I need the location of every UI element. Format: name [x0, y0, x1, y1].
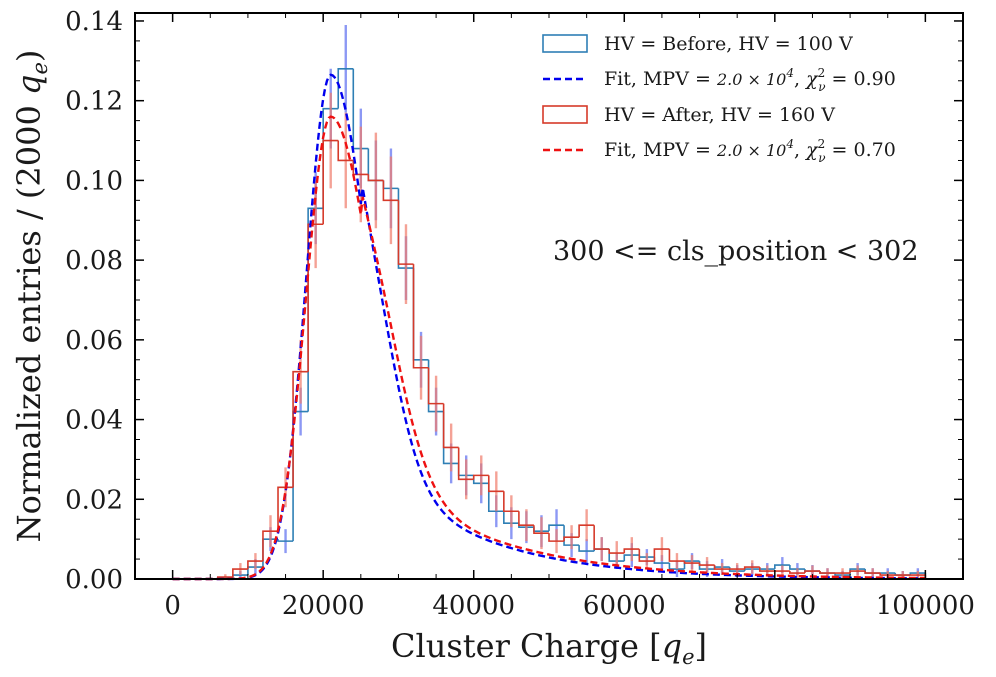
x-tick-label: 80000 — [733, 591, 816, 621]
legend-label-before: HV = Before, HV = 100 V — [604, 33, 853, 55]
fit-curve-after — [172, 115, 926, 581]
y-tick-label: 0.06 — [65, 326, 123, 356]
y-axis-label-var: q — [10, 75, 48, 95]
x-axis-label-main: Cluster Charge [ — [391, 627, 662, 665]
legend-swatch-after — [542, 105, 588, 124]
legend-label-fit-after: Fit, MPV = 2.0 × 104, χ2 ν = 0.70 — [604, 137, 896, 165]
x-tick-label: 100000 — [876, 591, 975, 621]
y-tick-label: 0.00 — [65, 565, 123, 595]
y-tick-label: 0.04 — [65, 406, 123, 436]
position-annotation: 300 <= cls_position < 302 — [553, 236, 919, 267]
plot-area — [172, 24, 927, 581]
legend-label-after: HV = After, HV = 160 V — [604, 104, 835, 126]
x-tick-label: 20000 — [282, 591, 365, 621]
y-tick-label: 0.08 — [65, 246, 123, 276]
axes-frame — [134, 12, 964, 580]
y-axis-label-main: Normalized entries / (2000 — [10, 95, 48, 542]
x-tick-label: 60000 — [583, 591, 666, 621]
y-axis-label: Normalized entries / (2000 qe) — [10, 50, 52, 543]
y-tick-label: 0.10 — [65, 166, 123, 196]
x-axis-label: Cluster Charge [qe] — [391, 627, 707, 669]
y-axis-label-sub: e — [28, 62, 52, 74]
y-tick-label: 0.02 — [65, 485, 123, 515]
x-tick-label: 0 — [164, 591, 181, 621]
x-axis-label-end: ] — [695, 627, 707, 665]
x-axis-label-var: q — [662, 627, 682, 665]
legend-swatch-before — [542, 34, 588, 53]
x-tick-label: 40000 — [432, 591, 515, 621]
x-axis-label-sub: e — [682, 645, 694, 669]
y-tick-label: 0.14 — [65, 7, 123, 37]
legend: HV = Before, HV = 100 V Fit, MPV = 2.0 ×… — [542, 33, 896, 165]
axis-ticks: 0 20000 40000 60000 80000 100000 0.00 0.02 0.04 0… — [65, 7, 975, 621]
legend-label-fit-before: Fit, MPV = 2.0 × 104, χ2 ν = 0.90 — [604, 66, 896, 94]
y-axis-label-end: ) — [10, 50, 48, 62]
y-tick-label: 0.12 — [65, 87, 123, 117]
